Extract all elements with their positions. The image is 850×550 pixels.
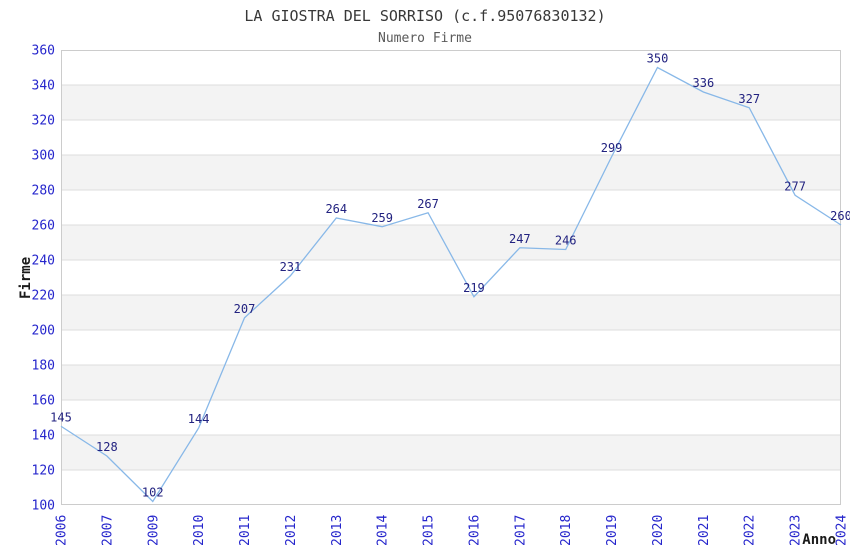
y-tick-label: 300 (32, 149, 55, 164)
y-tick-label: 320 (32, 114, 55, 129)
grid-band (61, 365, 841, 400)
y-tick-label: 100 (32, 499, 55, 514)
y-tick-label: 200 (32, 324, 55, 339)
data-point-label: 259 (371, 211, 393, 225)
grid-band (61, 435, 841, 470)
x-tick-label: 2018 (559, 515, 574, 546)
y-axis-title: Firme (18, 257, 34, 299)
plot-area (61, 50, 841, 505)
data-point-label: 102 (142, 486, 164, 500)
data-point-label: 207 (234, 302, 256, 316)
x-tick-label: 2007 (100, 515, 115, 546)
series-line (60, 66, 842, 503)
data-point-label: 145 (50, 410, 72, 424)
x-tick-label: 2017 (513, 515, 528, 546)
x-tick-label: 2006 (55, 515, 70, 546)
x-tick-label: 2015 (422, 515, 437, 546)
x-axis-title: Anno (802, 532, 836, 548)
x-tick-label: 2014 (376, 515, 391, 546)
x-tick-label: 2024 (835, 515, 850, 546)
data-point-label: 247 (509, 232, 531, 246)
y-tick-label: 220 (32, 289, 55, 304)
x-tick-label: 2013 (330, 515, 345, 546)
y-tick-label: 240 (32, 254, 55, 269)
y-tick-label: 360 (32, 44, 55, 59)
x-tick-label: 2023 (789, 515, 804, 546)
x-tick-label: 2016 (467, 515, 482, 546)
x-tick-label: 2022 (743, 515, 758, 546)
x-tick-label: 2019 (605, 515, 620, 546)
x-tick-label: 2010 (192, 515, 207, 546)
data-point-label: 299 (601, 141, 623, 155)
y-tick-label: 280 (32, 184, 55, 199)
data-point-label: 144 (188, 412, 210, 426)
x-tick-label: 2011 (238, 515, 253, 546)
data-point-label: 128 (96, 440, 118, 454)
grid-band (61, 295, 841, 330)
data-point-label: 219 (463, 281, 485, 295)
y-tick-label: 180 (32, 359, 55, 374)
chart-title: LA GIOSTRA DEL SORRISO (c.f.95076830132) (244, 7, 606, 25)
chart-subtitle: Numero Firme (378, 31, 472, 46)
data-point-label: 327 (738, 92, 760, 106)
data-point-label: 267 (417, 197, 439, 211)
y-tick-label: 160 (32, 394, 55, 409)
plot-border (61, 50, 841, 505)
data-point-label: 264 (325, 202, 347, 216)
data-point-label: 260 (830, 209, 850, 223)
x-tick-label: 2012 (284, 515, 299, 546)
data-point-label: 246 (555, 234, 577, 248)
grid-band (61, 155, 841, 190)
x-tick-label: 2009 (146, 515, 161, 546)
x-tick-label: 2021 (697, 515, 712, 546)
y-tick-label: 340 (32, 79, 55, 94)
data-point-label: 277 (784, 179, 806, 193)
data-point-label: 350 (647, 52, 669, 66)
data-point-label: 231 (280, 260, 302, 274)
y-tick-label: 260 (32, 219, 55, 234)
grid-band (61, 85, 841, 120)
data-point-label: 336 (693, 76, 715, 90)
y-tick-label: 140 (32, 429, 55, 444)
y-tick-label: 120 (32, 464, 55, 479)
x-tick-label: 2020 (651, 515, 666, 546)
